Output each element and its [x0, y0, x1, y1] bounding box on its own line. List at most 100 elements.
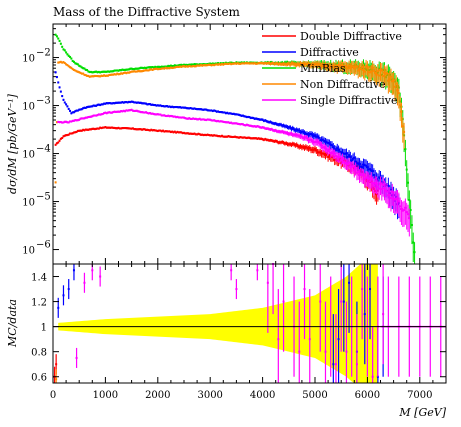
main-data-point	[181, 106, 184, 109]
main-data-point	[116, 127, 119, 130]
main-data-point	[272, 140, 275, 143]
main-data-point	[257, 62, 260, 65]
main-data-point	[177, 116, 180, 119]
main-data-point	[118, 127, 121, 130]
main-data-point	[257, 118, 260, 121]
main-data-point	[222, 120, 225, 123]
main-data-point	[226, 111, 229, 114]
main-data-point	[192, 64, 195, 67]
main-data-point	[131, 127, 134, 130]
main-data-point	[89, 105, 92, 108]
main-data-point	[57, 61, 60, 64]
main-data-point	[295, 128, 298, 131]
main-data-point	[103, 112, 106, 115]
main-data-point	[241, 114, 244, 117]
main-data-point	[256, 117, 259, 120]
main-data-point	[306, 133, 309, 136]
main-data-point	[197, 64, 200, 67]
main-data-point	[122, 71, 125, 74]
main-data-point	[293, 133, 296, 136]
main-data-point	[54, 143, 57, 146]
main-data-point	[349, 155, 352, 158]
main-data-point	[312, 134, 315, 137]
main-data-point	[167, 105, 170, 108]
main-data-point	[365, 176, 368, 179]
main-y-axis: 10−610−510−410−310−2	[22, 23, 446, 257]
ratio-data-point	[363, 313, 366, 316]
main-data-point	[188, 63, 191, 66]
main-data-point	[214, 109, 217, 112]
main-data-point	[113, 102, 116, 105]
main-data-point	[211, 110, 214, 113]
main-data-point	[151, 112, 154, 115]
main-data-point	[155, 66, 158, 69]
main-data-point	[265, 62, 268, 65]
main-data-point	[118, 69, 121, 72]
main-data-point	[91, 75, 94, 78]
main-data-point	[105, 74, 108, 77]
main-data-point	[290, 143, 293, 146]
main-data-point	[66, 64, 69, 67]
main-data-point	[127, 109, 130, 112]
main-data-point	[353, 169, 356, 172]
main-data-point	[213, 63, 216, 66]
main-data-point	[258, 126, 261, 129]
main-data-point	[105, 126, 108, 129]
main-data-point	[97, 113, 100, 116]
main-data-point	[220, 63, 223, 66]
main-data-point	[260, 62, 263, 65]
main-data-point	[96, 103, 99, 106]
main-data-point	[86, 74, 89, 77]
main-data-point	[262, 119, 265, 122]
main-data-point	[384, 73, 387, 76]
main-data-point	[180, 106, 183, 109]
main-data-point	[296, 129, 299, 132]
main-data-point	[236, 122, 239, 125]
main-data-point	[379, 69, 382, 72]
main-data-point	[210, 119, 213, 122]
main-data-point	[211, 63, 214, 66]
main-data-point	[383, 71, 386, 74]
main-data-point	[312, 141, 315, 144]
main-data-point	[155, 129, 158, 132]
main-data-point	[386, 190, 389, 193]
main-data-point	[103, 126, 106, 129]
main-data-point	[80, 66, 83, 69]
main-data-point	[276, 123, 279, 126]
main-data-point	[321, 63, 324, 66]
main-data-point	[353, 67, 356, 70]
main-data-point	[248, 62, 251, 65]
main-data-point	[172, 64, 175, 67]
main-data-point	[148, 129, 151, 132]
main-data-point	[143, 102, 146, 105]
main-data-point	[63, 101, 66, 104]
main-data-point	[258, 137, 261, 140]
main-data-point	[114, 101, 117, 104]
main-data-point	[307, 133, 310, 136]
main-data-point	[192, 107, 195, 110]
main-data-point	[124, 68, 127, 71]
main-data-point	[197, 108, 200, 111]
main-data-point	[342, 160, 345, 163]
main-data-point	[71, 68, 74, 71]
main-data-point	[412, 241, 415, 244]
main-data-point	[296, 145, 299, 148]
main-data-point	[214, 62, 217, 65]
ratio-data-point	[72, 269, 75, 272]
main-data-point	[311, 148, 314, 151]
main-data-point	[405, 168, 408, 171]
main-data-point	[206, 63, 209, 66]
main-data-point	[286, 132, 289, 135]
main-data-point	[240, 61, 243, 64]
main-data-point	[194, 133, 197, 136]
ratio-data-point	[369, 288, 372, 291]
main-data-point	[148, 103, 151, 106]
main-data-point	[276, 130, 279, 133]
main-data-point	[247, 124, 250, 127]
main-data-point	[125, 72, 128, 75]
main-data-point	[169, 106, 172, 109]
main-data-point	[387, 79, 390, 82]
main-data-point	[137, 67, 140, 70]
main-data-point	[334, 64, 337, 67]
main-data-point	[74, 110, 77, 113]
